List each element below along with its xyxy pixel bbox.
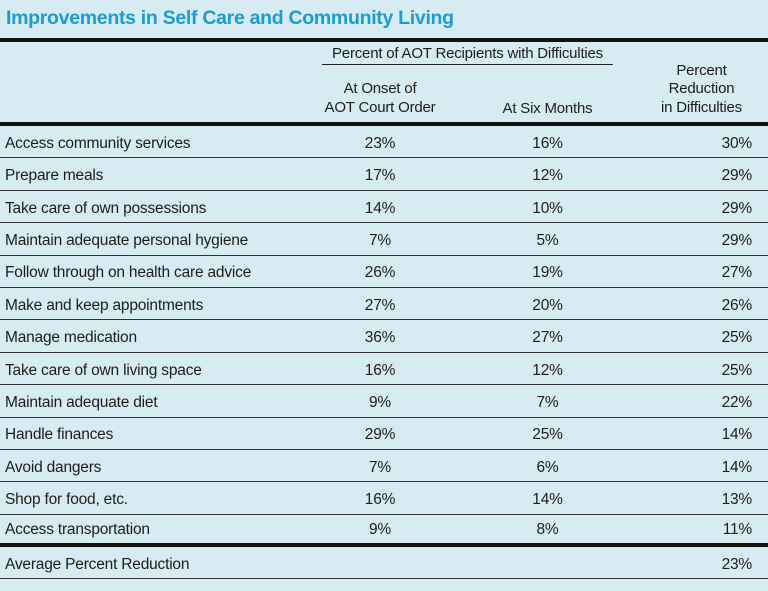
row-label: Access community services [5,134,191,152]
row-label: Avoid dangers [5,458,102,476]
six-months-value: 7% [536,394,559,412]
onset-value: 9% [368,520,391,538]
onset-value: 36% [364,329,396,347]
onset-value: 29% [364,426,396,444]
col-header-reduction-lines: Percent Reduction in Difficulties [661,62,742,117]
table-row: Maintain adequate diet 9% 7% 22% [0,385,768,418]
six-months-value: 20% [532,296,563,314]
row-label: Access transportation [5,520,150,538]
col-header-onset: At Onset of AOT Court Order [300,80,460,117]
row-label: Maintain adequate diet [5,394,158,412]
reduction-value: 14% [721,458,753,476]
six-months-value: 16% [532,134,563,152]
six-months-value: 27% [532,329,563,347]
onset-value: 9% [368,394,391,412]
onset-value: 14% [364,199,396,217]
col-header-reduction-line2: Reduction [668,80,735,98]
row-label: Manage medication [5,329,137,347]
row-label: Follow through on health care advice [5,264,252,282]
row-label: Take care of own living space [5,361,202,379]
table-row: Shop for food, etc. 16% 14% 13% [0,482,768,515]
col-header-reduction: Percent Reduction in Difficulties [635,42,768,122]
table-row: Avoid dangers 7% 6% 14% [0,450,768,483]
reduction-value: 27% [721,264,753,282]
six-months-value: 5% [536,232,559,250]
reduction-value: 13% [721,491,753,509]
reduction-value: 14% [721,426,753,444]
footer-reduction-value: 23% [721,555,753,573]
row-label: Handle finances [5,426,114,444]
figure-title: Improvements in Self Care and Community … [6,7,454,29]
reduction-value: 25% [721,361,753,379]
six-months-value: 8% [536,520,559,538]
top-rule [0,38,768,42]
table-row: Handle finances 29% 25% 14% [0,418,768,450]
table-row: Take care of own possessions 14% 10% 29% [0,191,768,224]
table-row: Make and keep appointments 27% 20% 26% [0,288,768,321]
sub-header-row: At Onset of AOT Court Order At Six Month… [300,65,635,122]
col-header-reduction-line1: Percent [676,62,727,80]
reduction-value: 29% [721,232,753,250]
onset-value: 27% [364,296,396,314]
six-months-value: 6% [536,458,559,476]
col-header-onset-line1: At Onset of [343,80,417,98]
table-row: Access transportation 9% 8% 11% [0,515,768,548]
table-body: Access community services 23% 16% 30% Pr… [0,126,768,548]
onset-value: 16% [364,361,396,379]
group-header-label: Percent of AOT Recipients with Difficult… [322,42,613,65]
reduction-value: 29% [721,199,753,217]
row-label: Prepare meals [5,167,104,185]
six-months-value: 12% [532,167,563,185]
reduction-value: 29% [721,167,753,185]
onset-value: 7% [368,458,391,476]
table-footer-row: Average Percent Reduction 23% [0,547,768,580]
six-months-value: 19% [532,264,563,282]
reduction-value: 26% [721,296,753,314]
table-row: Manage medication 36% 27% 25% [0,320,768,353]
reduction-value: 30% [721,134,753,152]
six-months-value: 14% [532,491,563,509]
col-header-six-months: At Six Months [502,100,593,117]
row-label: Maintain adequate personal hygiene [5,232,249,250]
table-header: Percent of AOT Recipients with Difficult… [0,42,768,122]
row-label: Take care of own possessions [5,199,207,217]
onset-value: 26% [364,264,396,282]
row-label: Shop for food, etc. [5,491,128,509]
col-header-onset-line2: AOT Court Order [324,98,436,116]
table-row: Access community services 23% 16% 30% [0,126,768,159]
row-label: Make and keep appointments [5,296,204,314]
six-months-value: 10% [532,199,563,217]
onset-value: 23% [364,134,396,152]
six-months-value: 25% [532,426,563,444]
table-row: Follow through on health care advice 26%… [0,256,768,288]
footer-label: Average Percent Reduction [5,555,190,573]
header-spacer [0,42,300,122]
table-row: Take care of own living space 16% 12% 25… [0,353,768,386]
table-row: Maintain adequate personal hygiene 7% 5%… [0,223,768,256]
header-bottom-rule [0,122,768,126]
onset-value: 7% [368,232,391,250]
header-group-difficulties: Percent of AOT Recipients with Difficult… [300,42,635,122]
reduction-value: 22% [721,394,753,412]
reduction-value: 11% [722,520,752,538]
col-header-reduction-line3: in Difficulties [661,98,742,116]
onset-value: 17% [364,167,396,185]
table-row: Prepare meals 17% 12% 29% [0,158,768,191]
six-months-value: 12% [532,361,563,379]
onset-value: 16% [364,491,396,509]
reduction-value: 25% [721,329,753,347]
